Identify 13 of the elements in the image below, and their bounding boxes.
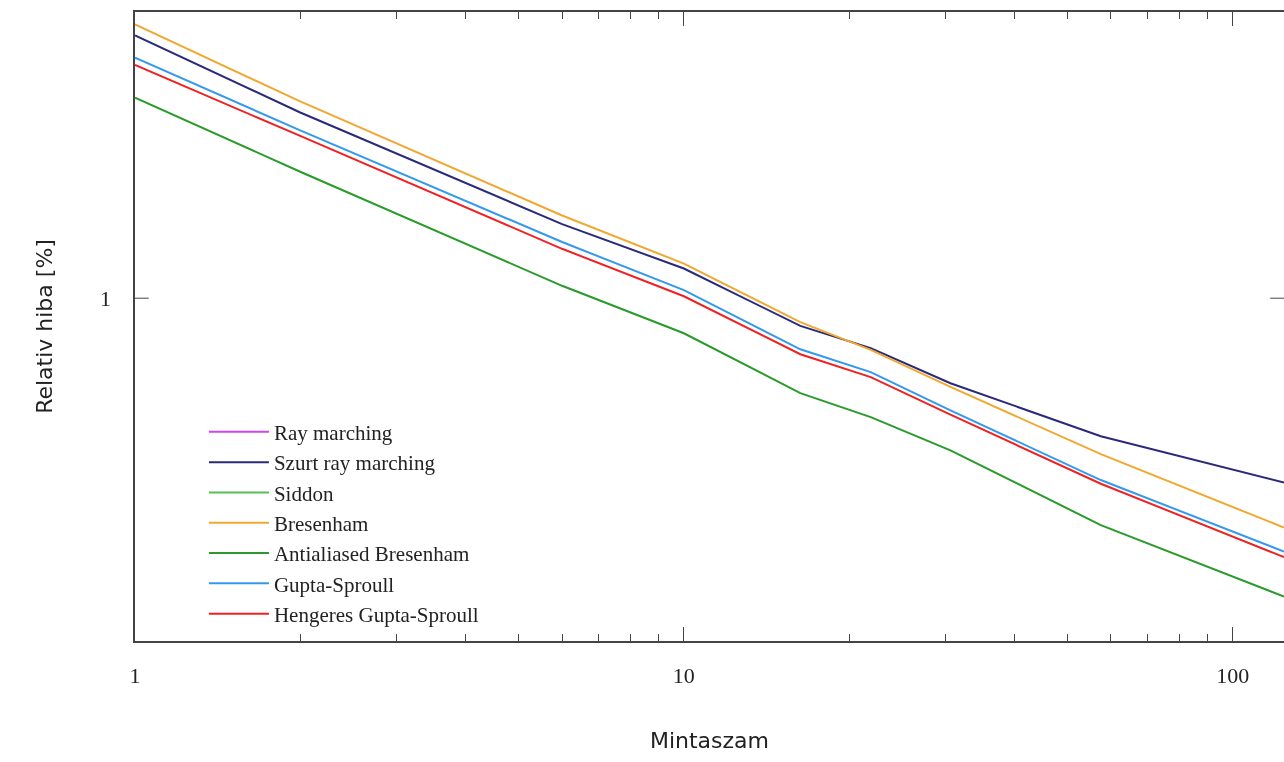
- x-tick-label: 100: [1216, 663, 1250, 689]
- legend-label: Hengeres Gupta-Sproull: [273, 602, 479, 627]
- legend-label: Siddon: [273, 481, 334, 506]
- x-tick-label: 10: [672, 663, 695, 689]
- x-tick-label: 1: [129, 663, 141, 689]
- legend-label: Ray marching: [273, 421, 393, 446]
- text: 1: [100, 286, 111, 311]
- legend-label: Gupta-Sproull: [273, 572, 395, 597]
- legend-label: Antialiased Bresenham: [273, 542, 470, 567]
- x-axis-title: Mintaszam: [649, 727, 770, 753]
- legend-label: Bresenham: [273, 511, 369, 536]
- y-axis-title: Relativ hiba [%]: [31, 239, 57, 414]
- legend-label: Szurt ray marching: [273, 451, 436, 476]
